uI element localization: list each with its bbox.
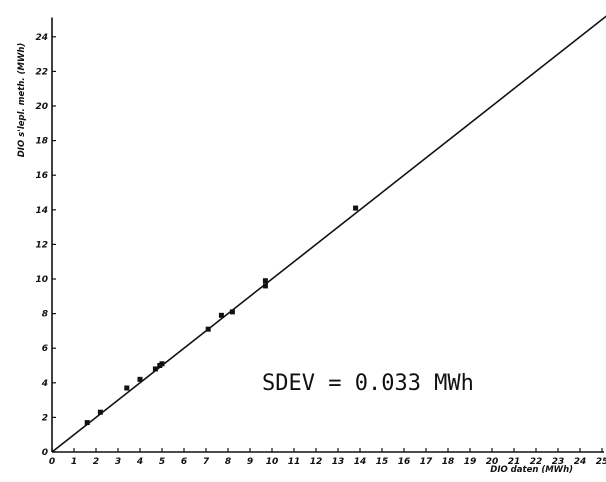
data-point: [152, 366, 158, 372]
x-tick-label: 18: [442, 457, 455, 467]
x-tick-label: 25: [596, 457, 606, 467]
fit-line-group: [51, 15, 606, 453]
data-point: [218, 312, 224, 318]
x-tick-label: 2: [93, 457, 99, 467]
data-point: [205, 326, 211, 332]
y-tick-label: 6: [42, 344, 48, 354]
y-tick-label: 22: [35, 67, 48, 77]
x-tick-label: 23: [552, 457, 565, 467]
fit-line: [51, 15, 606, 453]
data-point: [137, 376, 143, 382]
x-tick-label: 20: [486, 457, 499, 467]
data-point: [262, 283, 268, 289]
y-tick-label: 20: [35, 102, 48, 112]
data-point: [97, 409, 103, 415]
y-tick-label: 24: [35, 33, 48, 43]
x-tick-label: 14: [354, 457, 367, 467]
data-point: [84, 420, 90, 426]
y-tick-label: 0: [42, 448, 48, 458]
x-tick-label: 5: [159, 457, 165, 467]
y-tick-label: 18: [35, 137, 48, 147]
x-axis-label: DIO daten (MWh): [490, 465, 573, 475]
data-point: [124, 385, 130, 391]
sdev-annotation: SDEV = 0.033 MWh: [262, 371, 474, 396]
y-tick-label: 2: [42, 413, 48, 423]
x-tick-label: 8: [225, 457, 231, 467]
y-tick-label: 8: [42, 310, 48, 320]
x-tick-label: 19: [464, 457, 477, 467]
y-axis-label: DIO s'lepl. meth. (MWh): [17, 43, 27, 158]
data-points: [84, 205, 359, 426]
data-point: [229, 309, 235, 315]
data-point: [353, 205, 359, 211]
x-tick-label: 11: [288, 457, 301, 467]
x-tick-label: 22: [530, 457, 543, 467]
data-point: [159, 361, 165, 367]
x-tick-label: 21: [508, 457, 521, 467]
axes: [51, 17, 604, 453]
x-tick-label: 7: [203, 457, 210, 467]
x-tick-label: 17: [420, 457, 433, 467]
y-tick-label: 12: [35, 240, 48, 250]
x-tick-label: 15: [376, 457, 389, 467]
x-tick-label: 9: [247, 457, 253, 467]
y-tick-label: 14: [35, 206, 48, 216]
x-tick-label: 16: [398, 457, 411, 467]
x-tick-label: 24: [574, 457, 587, 467]
x-tick-label: 13: [332, 457, 345, 467]
x-tick-label: 4: [136, 457, 143, 467]
x-tick-label: 12: [310, 457, 323, 467]
x-tick-label: 10: [266, 457, 279, 467]
x-tick-label: 0: [49, 457, 55, 467]
x-tick-label: 1: [71, 457, 77, 467]
x-tick-label: 3: [115, 457, 121, 467]
x-tick-label: 6: [181, 457, 187, 467]
y-tick-label: 4: [41, 379, 48, 389]
ticks: 0 1 2 3 4 5 6 7 8 9 10 11 12 13 14 15 16 17 18 19 20 21 22 23 24…: [35, 33, 606, 467]
y-tick-label: 16: [35, 171, 48, 181]
data-point: [262, 278, 268, 284]
y-tick-label: 10: [35, 275, 48, 285]
